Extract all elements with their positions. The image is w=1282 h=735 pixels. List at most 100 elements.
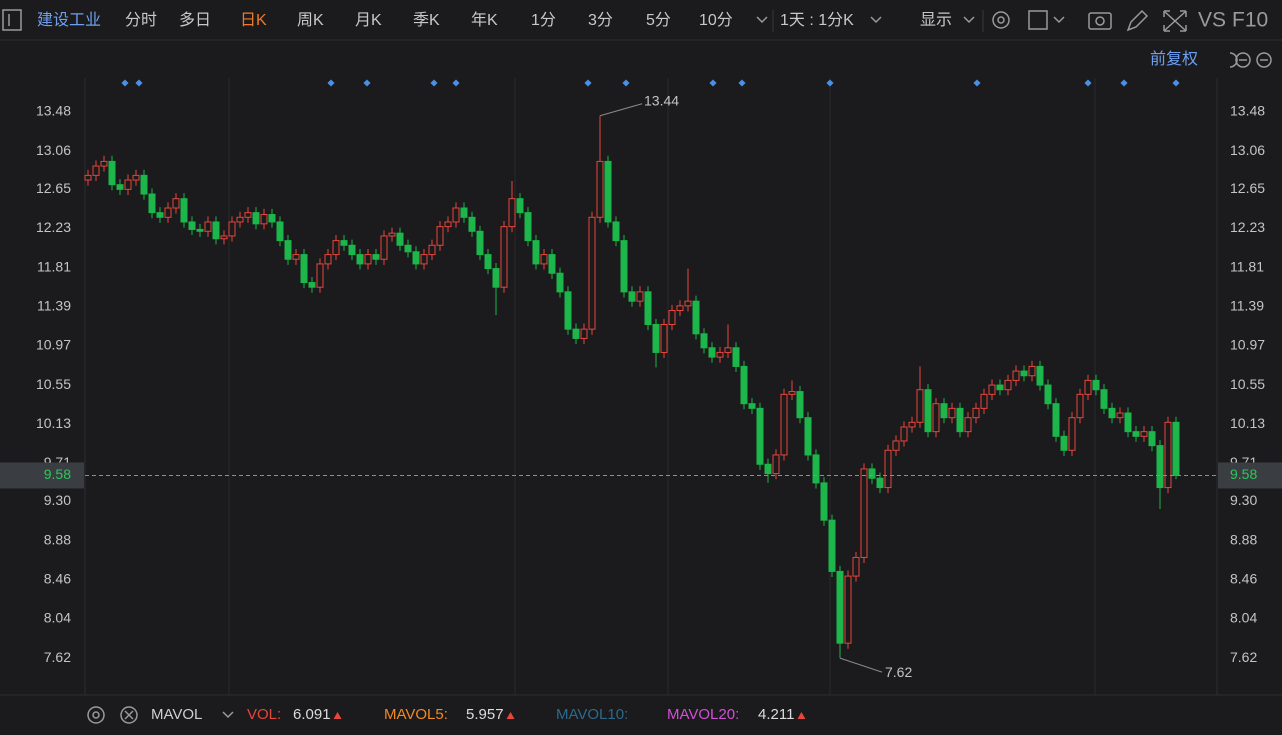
candle-body [1100,389,1108,409]
zoom-out-icon[interactable] [1235,52,1251,68]
last-price-box [1218,462,1282,489]
y-tick-label-right: 12.65 [1230,180,1265,196]
period-tab[interactable]: 3分 [588,11,613,29]
candle-body [804,417,812,456]
candle-body [772,454,780,475]
candle-body [236,216,244,223]
y-tick-label: 10.55 [36,376,71,392]
range-select[interactable]: 1天 : 1分K [780,11,854,29]
chevron [1053,16,1065,24]
camera-icon[interactable] [1088,12,1112,30]
period-tab[interactable]: 分时 [125,11,157,29]
settings-icon-core [997,16,1005,24]
candle-body [1156,445,1164,489]
zoom-out-icon[interactable] [1256,52,1272,68]
candle-body [700,333,708,349]
candle-body [788,391,796,395]
period-tab[interactable]: 多日 [179,11,211,29]
draw-icon[interactable] [1126,9,1149,32]
candle-body [1124,412,1132,433]
candle-body [300,254,308,284]
y-tick-label: 11.39 [37,297,71,313]
candle-body [852,556,860,577]
candle-body [1068,417,1076,451]
fullscreen-icon[interactable] [1163,10,1187,32]
candle-body [1132,431,1140,437]
last-price-box [0,462,84,489]
period-tab[interactable]: 5分 [646,11,671,29]
candle-body [764,463,772,475]
indicator-label: VOL: [247,706,281,723]
period-tab[interactable]: 周K [297,12,324,29]
chevron[interactable] [756,16,768,24]
vs-button[interactable]: VS [1198,9,1226,32]
candle-body [396,232,404,246]
candle-body [276,221,284,242]
candle-body [124,179,132,190]
candle-body [644,291,652,325]
candle-body [356,254,364,265]
f10-button[interactable]: F10 [1232,9,1268,32]
menu-icon[interactable] [2,9,22,31]
candle-body [1004,379,1012,391]
period-tab[interactable]: 季K [413,11,440,29]
low-pointer [839,657,883,673]
candle-body [1116,412,1124,419]
y-tick-label-right: 10.55 [1230,376,1265,392]
candle-body [668,310,676,325]
candle-body [380,235,388,260]
candle-body [892,440,900,451]
candle-body [420,254,428,265]
candle-body [100,160,108,167]
candle-body [1036,365,1044,386]
candle-body [308,282,316,288]
y-tick-label-right: 13.48 [1230,103,1265,119]
y-tick-label-right: 8.46 [1230,571,1257,587]
candle-body [444,221,452,228]
event-marker [973,79,981,87]
stock-name[interactable]: 建设工业 [37,11,101,29]
chevron[interactable] [222,711,234,719]
undo-icon[interactable] [1229,52,1238,68]
period-tab[interactable]: 10分 [699,11,733,29]
y-tick-label-right: 11.39 [1230,297,1264,313]
candle-body [1140,431,1148,437]
display-menu[interactable]: 显示 [920,12,952,29]
candle-body [748,403,756,409]
layout-icon[interactable] [1028,10,1048,30]
indicator-close[interactable] [120,706,138,724]
period-tab-active[interactable]: 日K [240,12,267,29]
y-tick-label: 12.23 [36,219,71,235]
indicator-name[interactable]: MAVOL [151,706,202,723]
candle-body [316,263,324,288]
candle-body [180,198,188,223]
candle-body [692,300,700,335]
candle-body [116,184,124,190]
indicator-settings[interactable] [87,706,105,724]
candle-body [452,207,460,223]
high-pointer [599,103,643,117]
candle-body [916,389,924,423]
y-tick-label-right: 7.62 [1230,649,1257,665]
candle-body [284,240,292,260]
adjust-button[interactable]: 前复权 [1150,50,1198,68]
candle-body [172,198,180,209]
event-marker [121,79,129,87]
candle-body [460,207,468,218]
candle-body [732,347,740,367]
indicator-label: MAVOL10: [556,706,628,723]
candle-body [228,221,236,237]
period-tab[interactable]: 1分 [531,11,556,29]
settings-icon[interactable] [992,11,1010,29]
candle-body [500,226,508,288]
low-label: 7.62 [885,664,912,680]
candle-body [436,226,444,246]
period-tab[interactable]: 月K [355,12,382,29]
candle-body [1060,435,1068,451]
candle-body [476,230,484,256]
candle-body [348,244,356,256]
candle-body [964,417,972,433]
period-tab[interactable]: 年K [471,11,498,29]
